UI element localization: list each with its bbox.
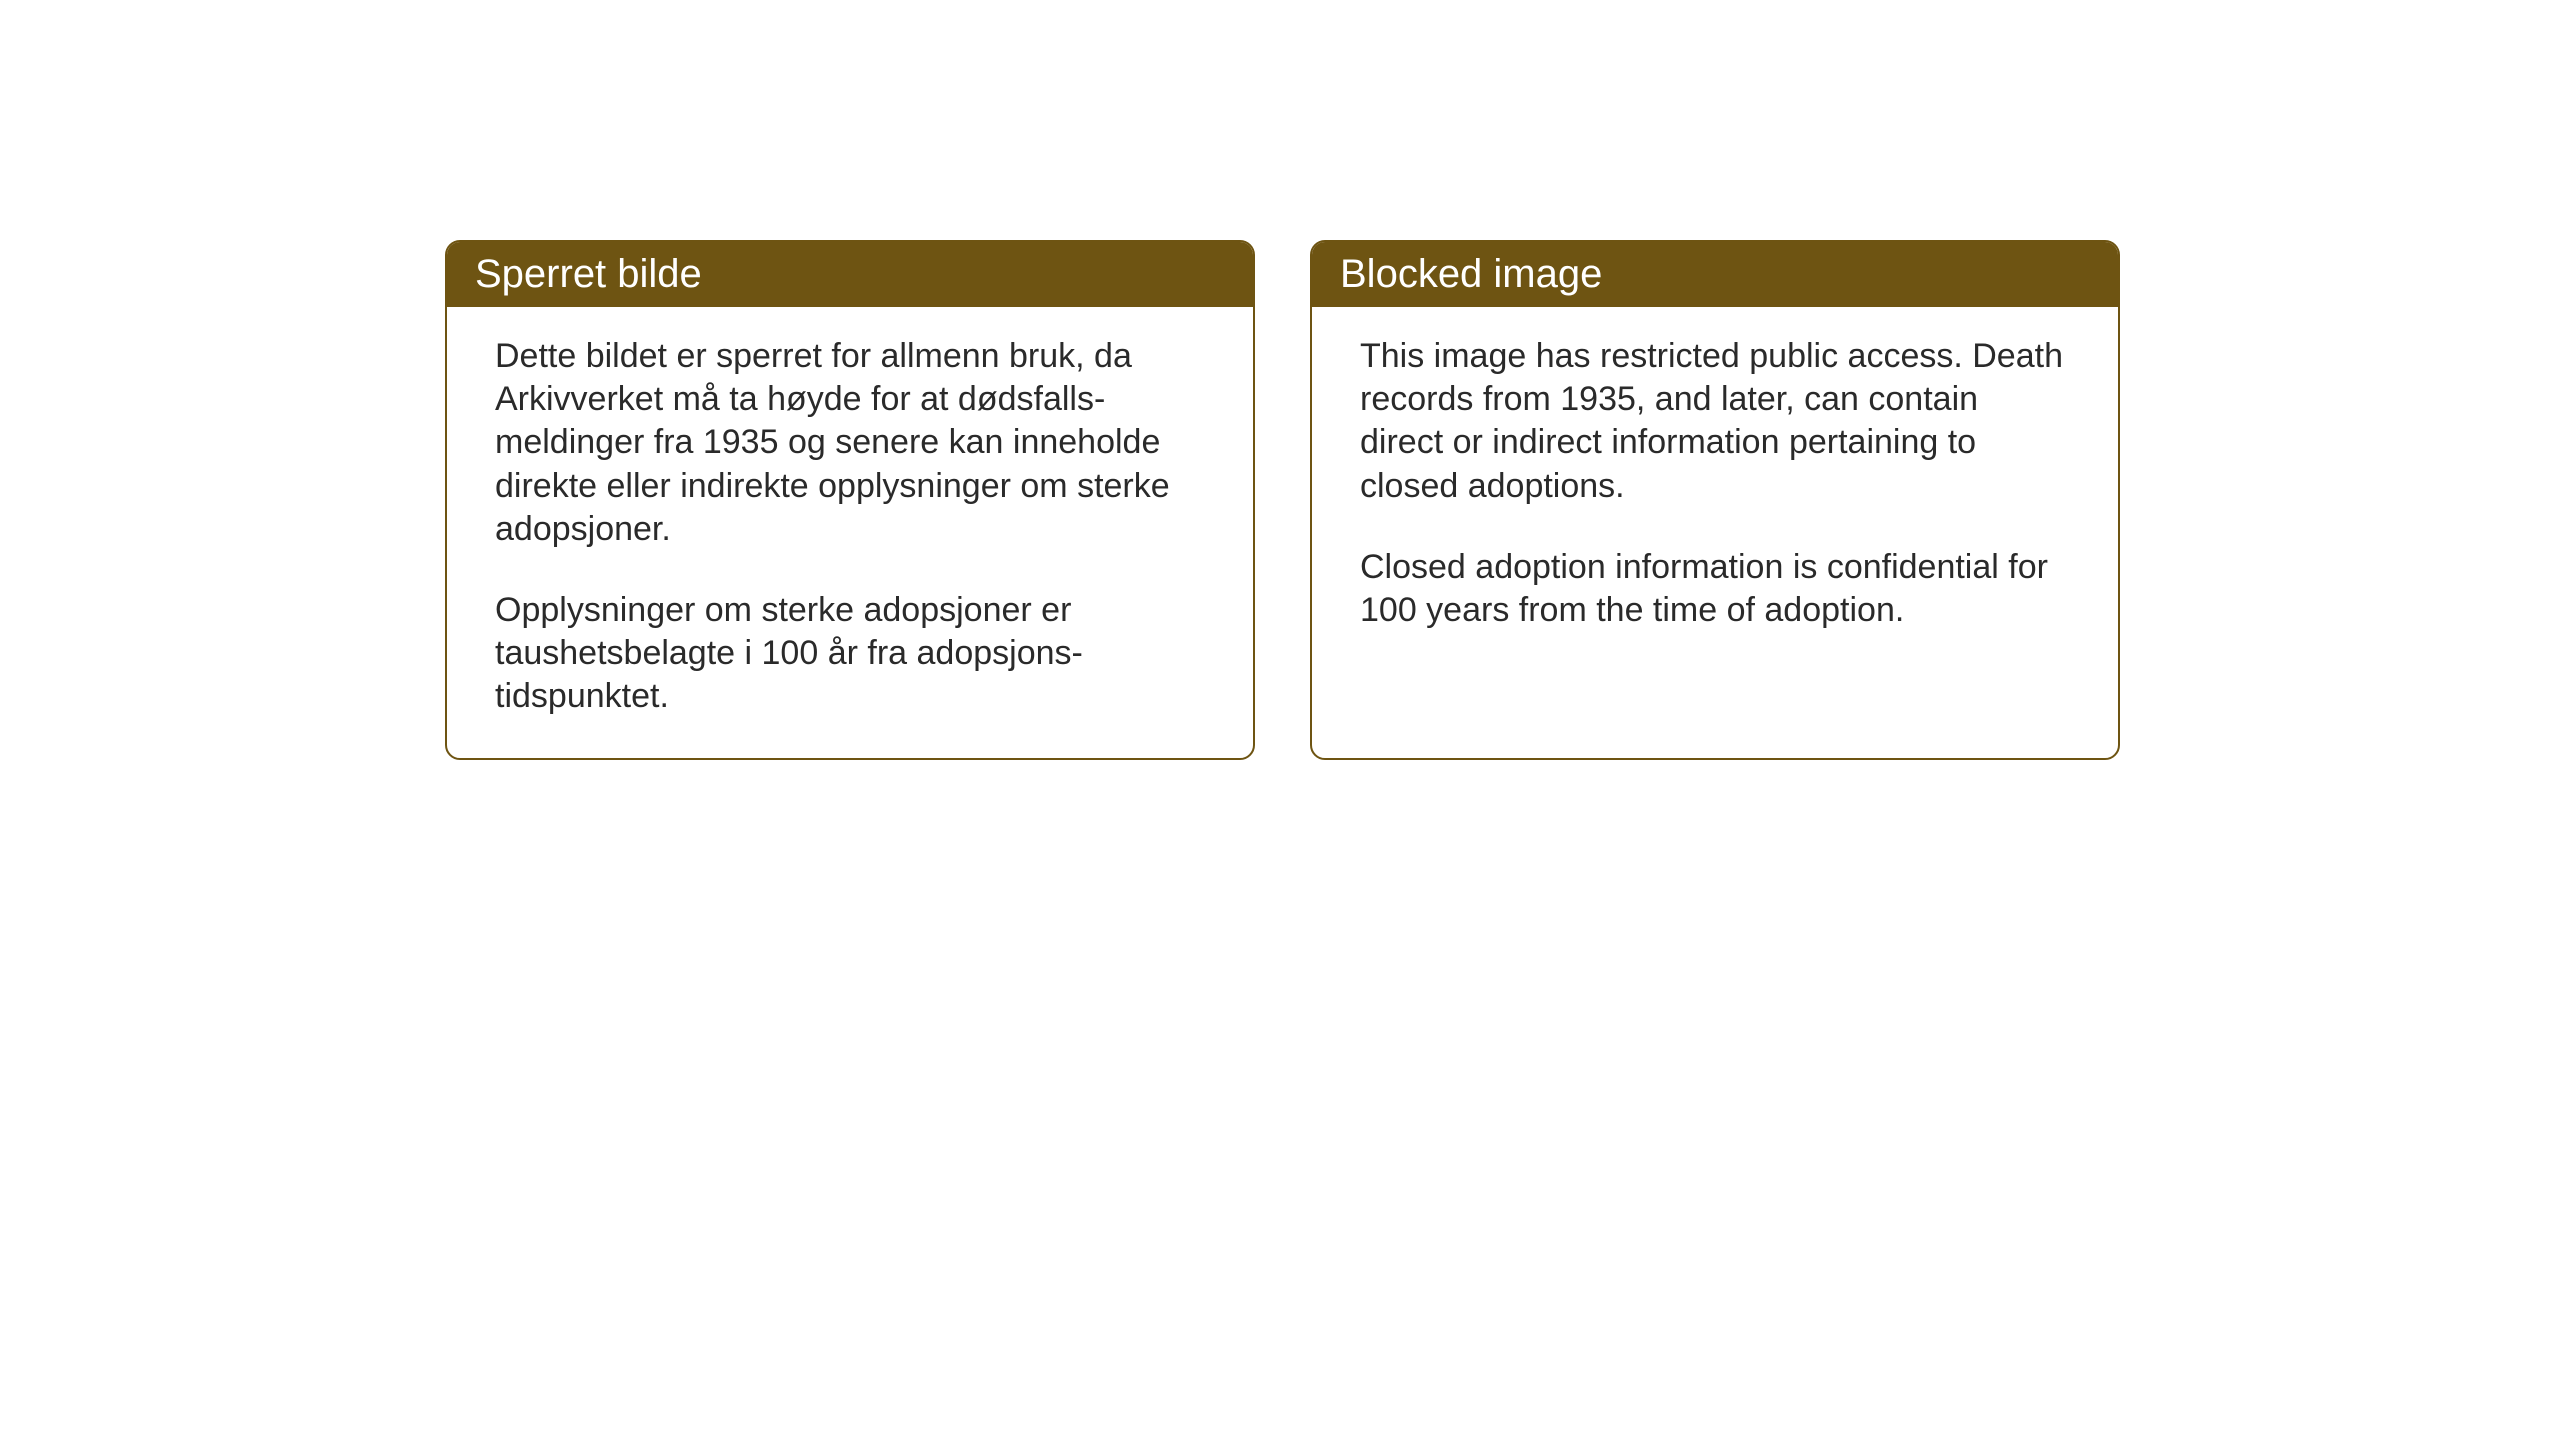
notice-title-norwegian: Sperret bilde	[475, 252, 702, 296]
notice-box-norwegian: Sperret bilde Dette bildet er sperret fo…	[445, 240, 1255, 760]
notice-paragraph-english-2: Closed adoption information is confident…	[1360, 546, 2070, 632]
notice-header-english: Blocked image	[1312, 242, 2118, 307]
notice-title-english: Blocked image	[1340, 252, 1602, 296]
notice-body-english: This image has restricted public access.…	[1312, 307, 2118, 727]
notice-paragraph-norwegian-2: Opplysninger om sterke adopsjoner er tau…	[495, 589, 1205, 719]
notice-paragraph-english-1: This image has restricted public access.…	[1360, 335, 2070, 508]
notices-container: Sperret bilde Dette bildet er sperret fo…	[445, 240, 2120, 760]
notice-header-norwegian: Sperret bilde	[447, 242, 1253, 307]
notice-box-english: Blocked image This image has restricted …	[1310, 240, 2120, 760]
notice-paragraph-norwegian-1: Dette bildet er sperret for allmenn bruk…	[495, 335, 1205, 551]
notice-body-norwegian: Dette bildet er sperret for allmenn bruk…	[447, 307, 1253, 758]
